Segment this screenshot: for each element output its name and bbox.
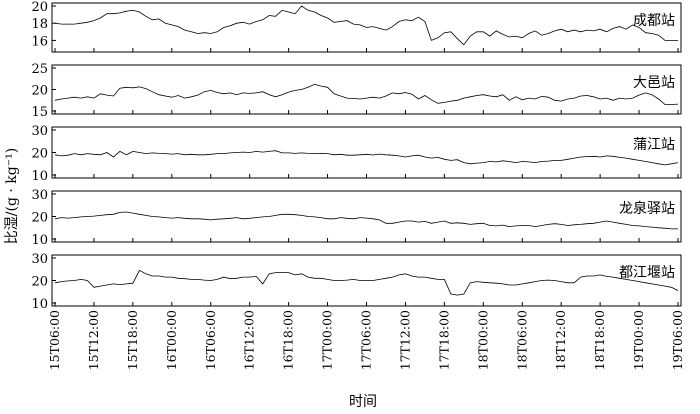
panel-3: 10 20 30 蒲江站 [31,124,682,184]
panel-frame [51,190,682,243]
x-tick-label: 19T00:00 [631,310,646,370]
x-tick-label: 15T12:00 [86,310,101,370]
series-line-3 [54,150,679,166]
x-tick-label: 19T06:00 [670,310,685,370]
station-name: 成都站 [633,13,675,29]
y-tick-label: 30 [31,124,48,139]
x-tick-label: 18T06:00 [514,310,529,370]
panel-1: 16 18 20 成都站 [31,0,682,53]
y-tick-label: 10 [31,297,48,312]
series-line-5 [54,269,679,296]
x-tick-label: 17T00:00 [320,310,335,370]
station-name: 都江堰站 [619,265,675,281]
x-tick-label: 16T12:00 [242,310,257,370]
x-tick-label: 18T12:00 [553,310,568,370]
y-tick-label: 20 [31,0,48,15]
panel-frame [51,64,682,115]
series-line-2 [54,83,679,105]
x-tick-label: 15T06:00 [47,310,62,370]
panel-frame [51,126,682,179]
y-tick-label: 20 [31,84,48,99]
station-name: 蒲江站 [633,137,675,153]
x-tick-label: 18T18:00 [592,310,607,370]
panel-5: 10 20 30 都江堰站 [31,252,682,312]
y-tick-label: 10 [31,233,48,248]
x-tick-label: 15T18:00 [125,310,140,370]
x-tick-label: 18T00:00 [475,310,490,370]
x-tick-label: 17T06:00 [359,310,374,370]
y-tick-label: 20 [31,275,48,290]
y-tick-label: 30 [31,188,48,203]
y-tick-label: 20 [31,211,48,226]
panel-4: 10 20 30 龙泉驿站 [31,188,682,248]
y-tick-label: 20 [31,147,48,162]
series-line-1 [54,5,678,46]
station-name: 大邑站 [633,75,675,91]
series-line-4 [54,211,678,230]
station-name: 龙泉驿站 [619,200,675,217]
y-axis-label: 比湿/(g · kg⁻¹) [4,148,20,244]
panel-2: 15 20 25 大邑站 [31,62,682,120]
x-tick-label: 16T06:00 [203,310,218,370]
y-tick-label: 25 [31,62,48,77]
y-tick-label: 18 [31,17,48,32]
y-tick-label: 16 [31,34,48,49]
x-axis: 15T06:00 15T12:00 15T18:00 16T00:00 16T06:00… [47,310,685,370]
panels-layer: 16 18 20 成都站 15 20 25 大邑站 10 20 30 蒲江站 10 20 30 龙泉驿站 10 2… [31,0,682,312]
y-tick-label: 30 [31,252,48,267]
x-tick-label: 16T18:00 [281,310,296,370]
x-tick-label: 16T00:00 [164,310,179,370]
x-axis-label: 时间 [349,394,377,410]
y-tick-label: 15 [31,105,48,120]
y-tick-label: 10 [31,169,48,184]
x-tick-label: 17T18:00 [436,310,451,370]
x-tick-label: 17T12:00 [397,310,412,370]
